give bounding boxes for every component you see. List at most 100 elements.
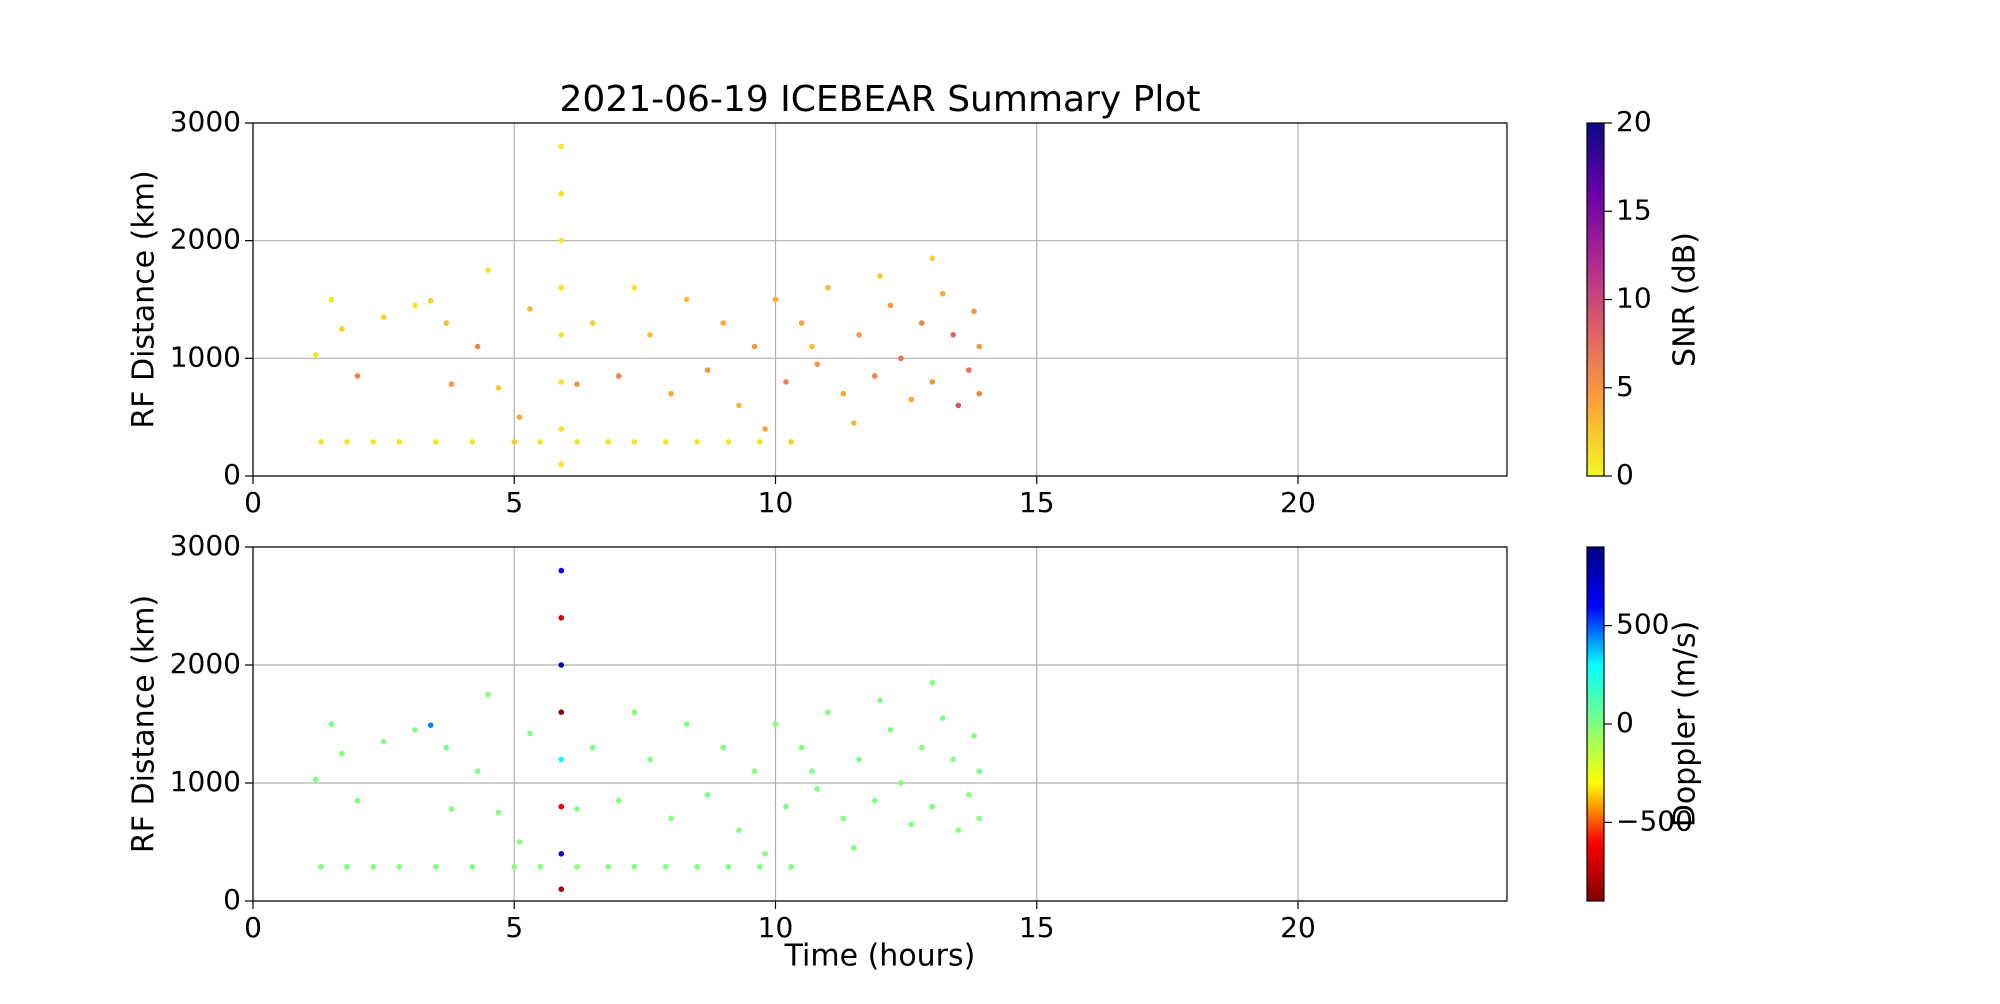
point [887,302,894,309]
point [783,379,789,385]
x-tick-label: 20 [1280,911,1316,944]
colorbar-tick-label: 0 [1616,458,1634,491]
point [558,615,565,621]
point [971,308,977,315]
point [683,721,690,727]
point [511,439,518,445]
point [772,296,779,303]
point [871,373,878,379]
y-axis-label: RF Distance (km) [127,170,162,428]
point [380,314,387,320]
point [919,744,925,751]
point [558,461,565,468]
point [856,332,862,338]
point [511,863,518,870]
point [354,797,361,804]
plot-frame [252,546,1508,902]
x-tick-label: 0 [244,486,262,519]
point [328,296,335,303]
point [516,414,523,420]
point [558,709,565,715]
point [814,786,821,792]
point [339,326,345,332]
point [840,390,847,397]
point [668,815,674,822]
point [720,744,727,751]
colorbar-tick-label: 10 [1616,282,1652,315]
point [736,402,742,409]
y-tick-label: 2000 [170,647,241,680]
point [318,863,324,870]
point [840,815,847,822]
colorbar-tick-label: −500 [1616,804,1693,837]
y-tick-label: 0 [223,883,241,916]
point [736,827,742,833]
scatter-points [312,567,983,892]
point [574,806,580,812]
point [704,367,711,373]
point [704,792,711,798]
point [950,332,956,338]
point [856,756,862,763]
point [427,722,434,728]
point [877,697,883,704]
colorbar-tick-label: 20 [1616,105,1652,138]
point [443,744,450,751]
point [396,439,403,445]
point [558,662,565,668]
point [558,190,565,197]
point [757,863,763,870]
point [929,803,936,810]
point [762,426,768,432]
point [976,815,983,822]
point [312,776,319,783]
point [443,320,450,326]
point [537,863,544,870]
point [694,439,700,445]
x-tick-label: 20 [1280,486,1316,519]
scatter-points [312,143,983,468]
point [427,297,434,304]
point [955,402,962,409]
x-tick-label: 15 [1019,911,1055,944]
colorbar [1586,122,1605,477]
point [908,396,915,403]
y-tick-label: 1000 [170,765,241,798]
point [574,863,580,870]
point [516,839,523,845]
point [339,750,345,757]
point [558,567,565,574]
point [558,886,565,892]
point [344,863,350,870]
point [412,727,418,733]
point [354,373,361,379]
point [762,851,768,857]
point [558,426,565,432]
colorbar-tick-label: 15 [1616,193,1652,226]
point [929,255,936,262]
point [558,284,565,291]
x-tick-label: 0 [244,911,262,944]
point [966,367,972,373]
point [877,273,883,279]
point [908,821,915,828]
point [898,355,904,362]
point [966,792,972,798]
x-axis-label: Time (hours) [784,939,976,974]
colorbar [1586,546,1605,902]
point [485,267,491,273]
point [976,768,983,774]
point [615,373,622,379]
point [312,352,319,358]
point [469,439,476,445]
point [469,863,476,870]
point [380,738,387,745]
point [824,284,831,291]
point [589,744,596,751]
point [433,863,439,870]
point [574,381,580,388]
colorbar-label: Doppler (m/s) [1668,621,1703,828]
point [474,768,481,774]
point [558,756,565,763]
